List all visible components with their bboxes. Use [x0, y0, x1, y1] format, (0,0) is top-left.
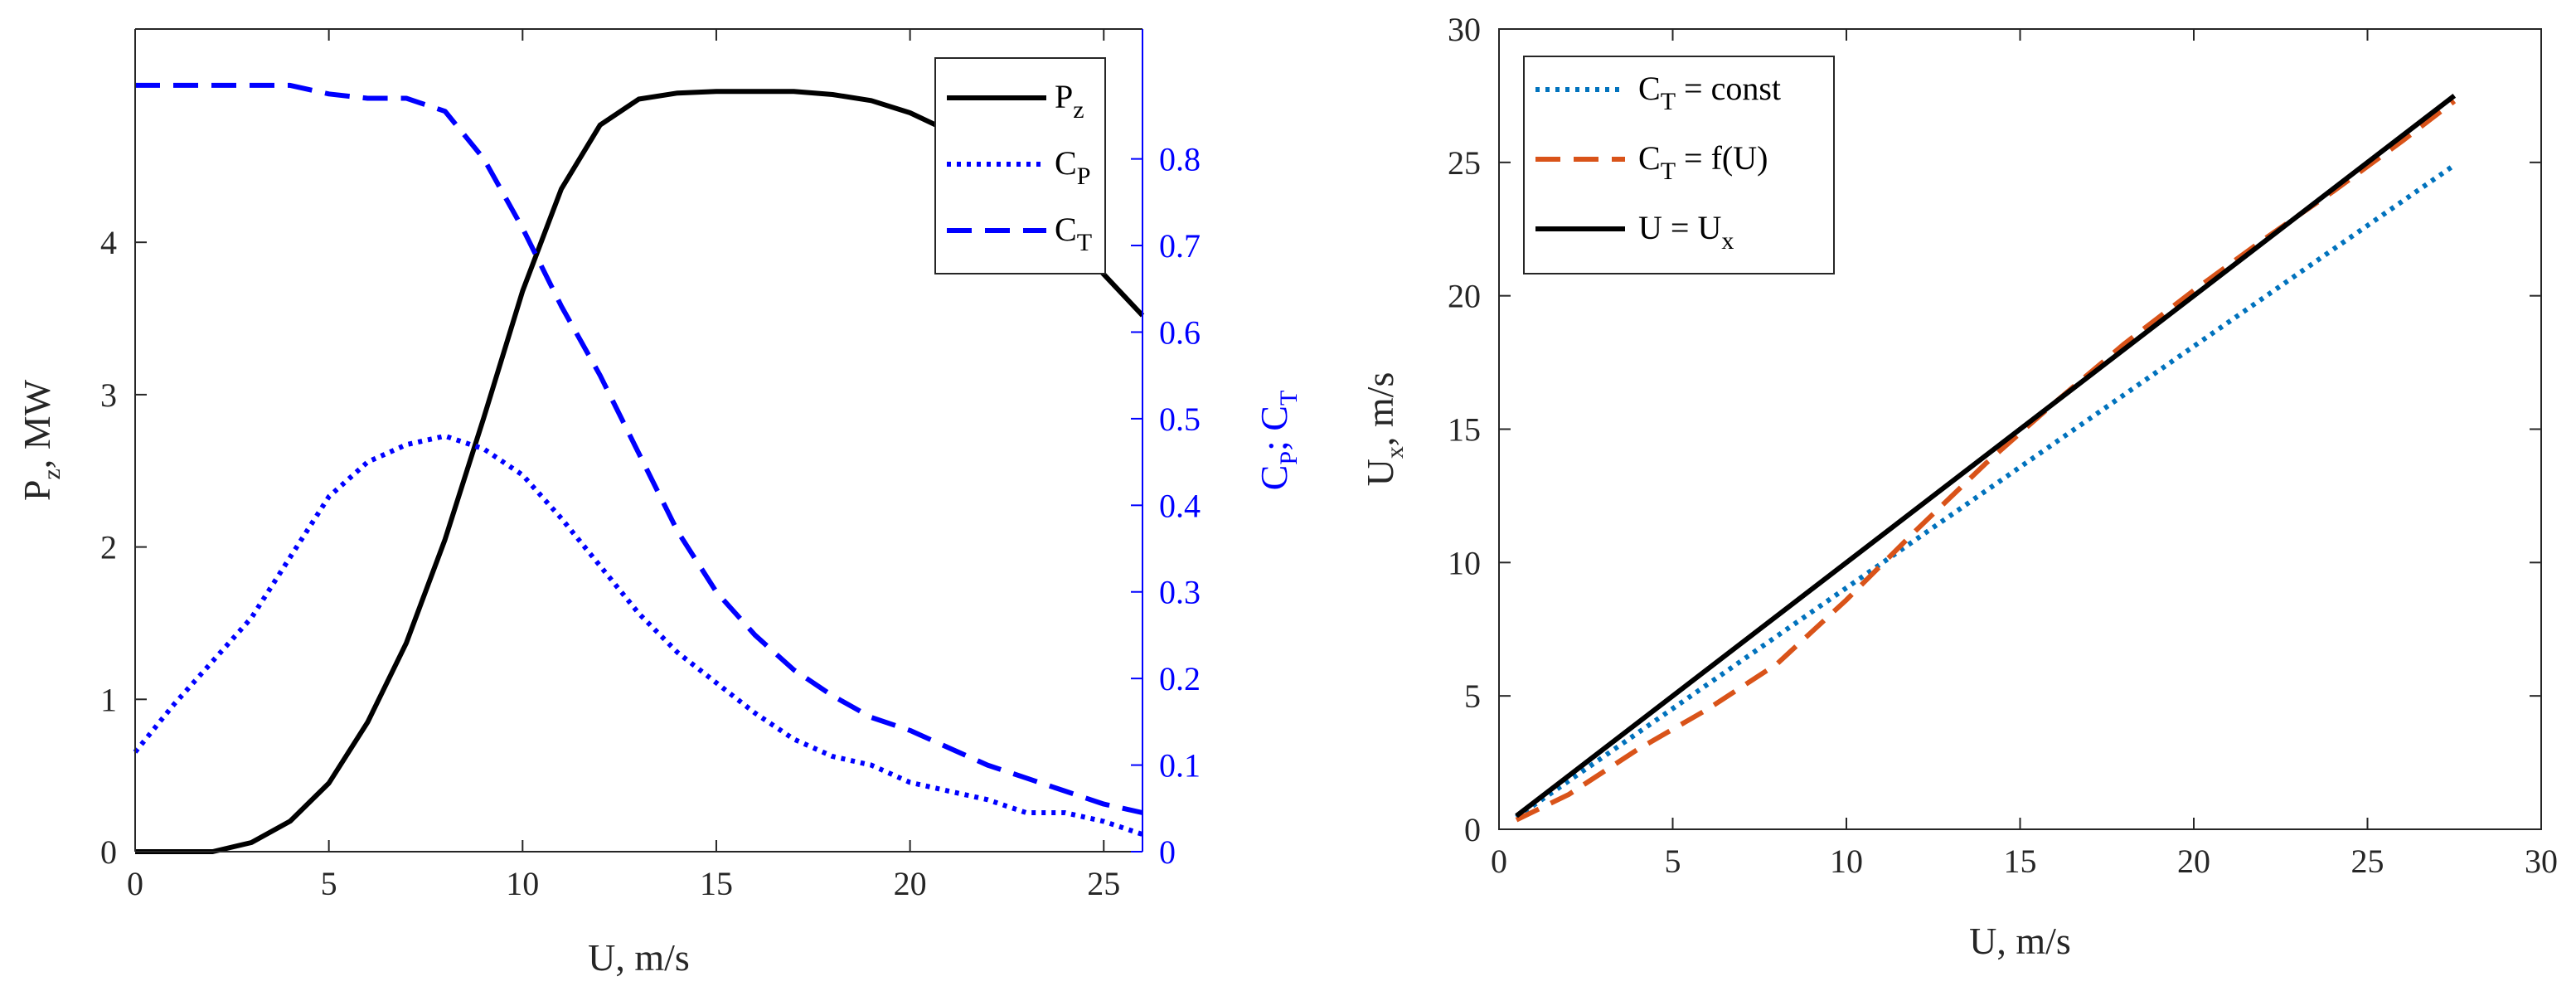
x-axis-label: U, m/s	[588, 936, 690, 979]
x-tick-label: 20	[2177, 843, 2210, 880]
legend-label: CT	[1055, 211, 1092, 256]
x-tick-label: 25	[2351, 843, 2384, 880]
x-tick-label: 0	[1491, 843, 1507, 880]
y-left-tick-label: 0	[100, 833, 117, 871]
y-right-tick-label: 0.8	[1159, 141, 1201, 178]
x-tick-label: 0	[127, 865, 143, 902]
y-right-tick-label: 0	[1159, 833, 1176, 871]
x-tick-label: 20	[894, 865, 927, 902]
y-left-tick-label: 1	[100, 681, 117, 718]
series-line-2	[1515, 94, 2457, 819]
y-right-tick-label: 0.6	[1159, 313, 1201, 351]
x-axis-label: U, m/s	[1969, 920, 2071, 962]
y-right-tick-label: 0.5	[1159, 401, 1201, 438]
legend-box	[1523, 56, 1835, 274]
series-line-2	[135, 82, 1143, 815]
legend-label: Pz	[1055, 78, 1084, 124]
legend-label: CP	[1055, 144, 1090, 190]
y-right-tick-label: 0.7	[1159, 227, 1201, 265]
x-tick-label: 25	[1087, 865, 1120, 902]
legend: Pz CP CT	[934, 57, 1106, 274]
chart-power-coefficients: 0 5 10 15 20 25 0 1 2 3 4 0 0.1 0.2 0.3 0.4 0.5 0.6 0.7 0.8…	[16, 28, 1303, 979]
chart-ux-vs-u: 0 5 10 15 20 25 30 0 5 10 15 20 25 30 U, m/s Ux, m/s CT …	[1359, 11, 2558, 962]
x-tick-label: 10	[506, 865, 539, 902]
y-axis-right-label: CP; CT	[1253, 391, 1303, 491]
series-line-1	[133, 433, 1143, 837]
y-left-tick-label: 3	[100, 376, 117, 414]
y-tick-label: 5	[1464, 678, 1481, 715]
y-right-tick-label: 0.4	[1159, 487, 1201, 524]
y-right-tick-label: 0.3	[1159, 574, 1201, 611]
legend: CT = const CT = f(U) U = Ux	[1523, 56, 1835, 274]
y-tick-label: 25	[1448, 144, 1481, 182]
y-right-tick-label: 0.1	[1159, 747, 1201, 785]
legend-label: CT = const	[1638, 70, 1781, 115]
x-tick-label: 30	[2525, 843, 2558, 880]
x-tick-label: 15	[2004, 843, 2037, 880]
y-tick-label: 30	[1448, 11, 1481, 48]
y-left-tick-label: 4	[100, 224, 117, 261]
x-tick-label: 10	[1830, 843, 1863, 880]
x-tick-label: 5	[321, 865, 337, 902]
y-tick-label: 10	[1448, 544, 1481, 581]
x-tick-label: 5	[1665, 843, 1681, 880]
legend-label: U = Ux	[1638, 209, 1734, 255]
y-tick-label: 15	[1448, 411, 1481, 449]
y-tick-label: 20	[1448, 278, 1481, 315]
y-axis-label: Ux, m/s	[1359, 372, 1409, 487]
y-tick-label: 0	[1464, 811, 1481, 848]
y-left-tick-label: 2	[100, 529, 117, 566]
x-tick-label: 15	[700, 865, 733, 902]
y-axis-left-label: Pz, MW	[16, 379, 65, 501]
y-right-tick-label: 0.2	[1159, 660, 1201, 697]
legend-label: CT = f(U)	[1638, 139, 1768, 185]
series-line-0	[1515, 163, 2457, 819]
